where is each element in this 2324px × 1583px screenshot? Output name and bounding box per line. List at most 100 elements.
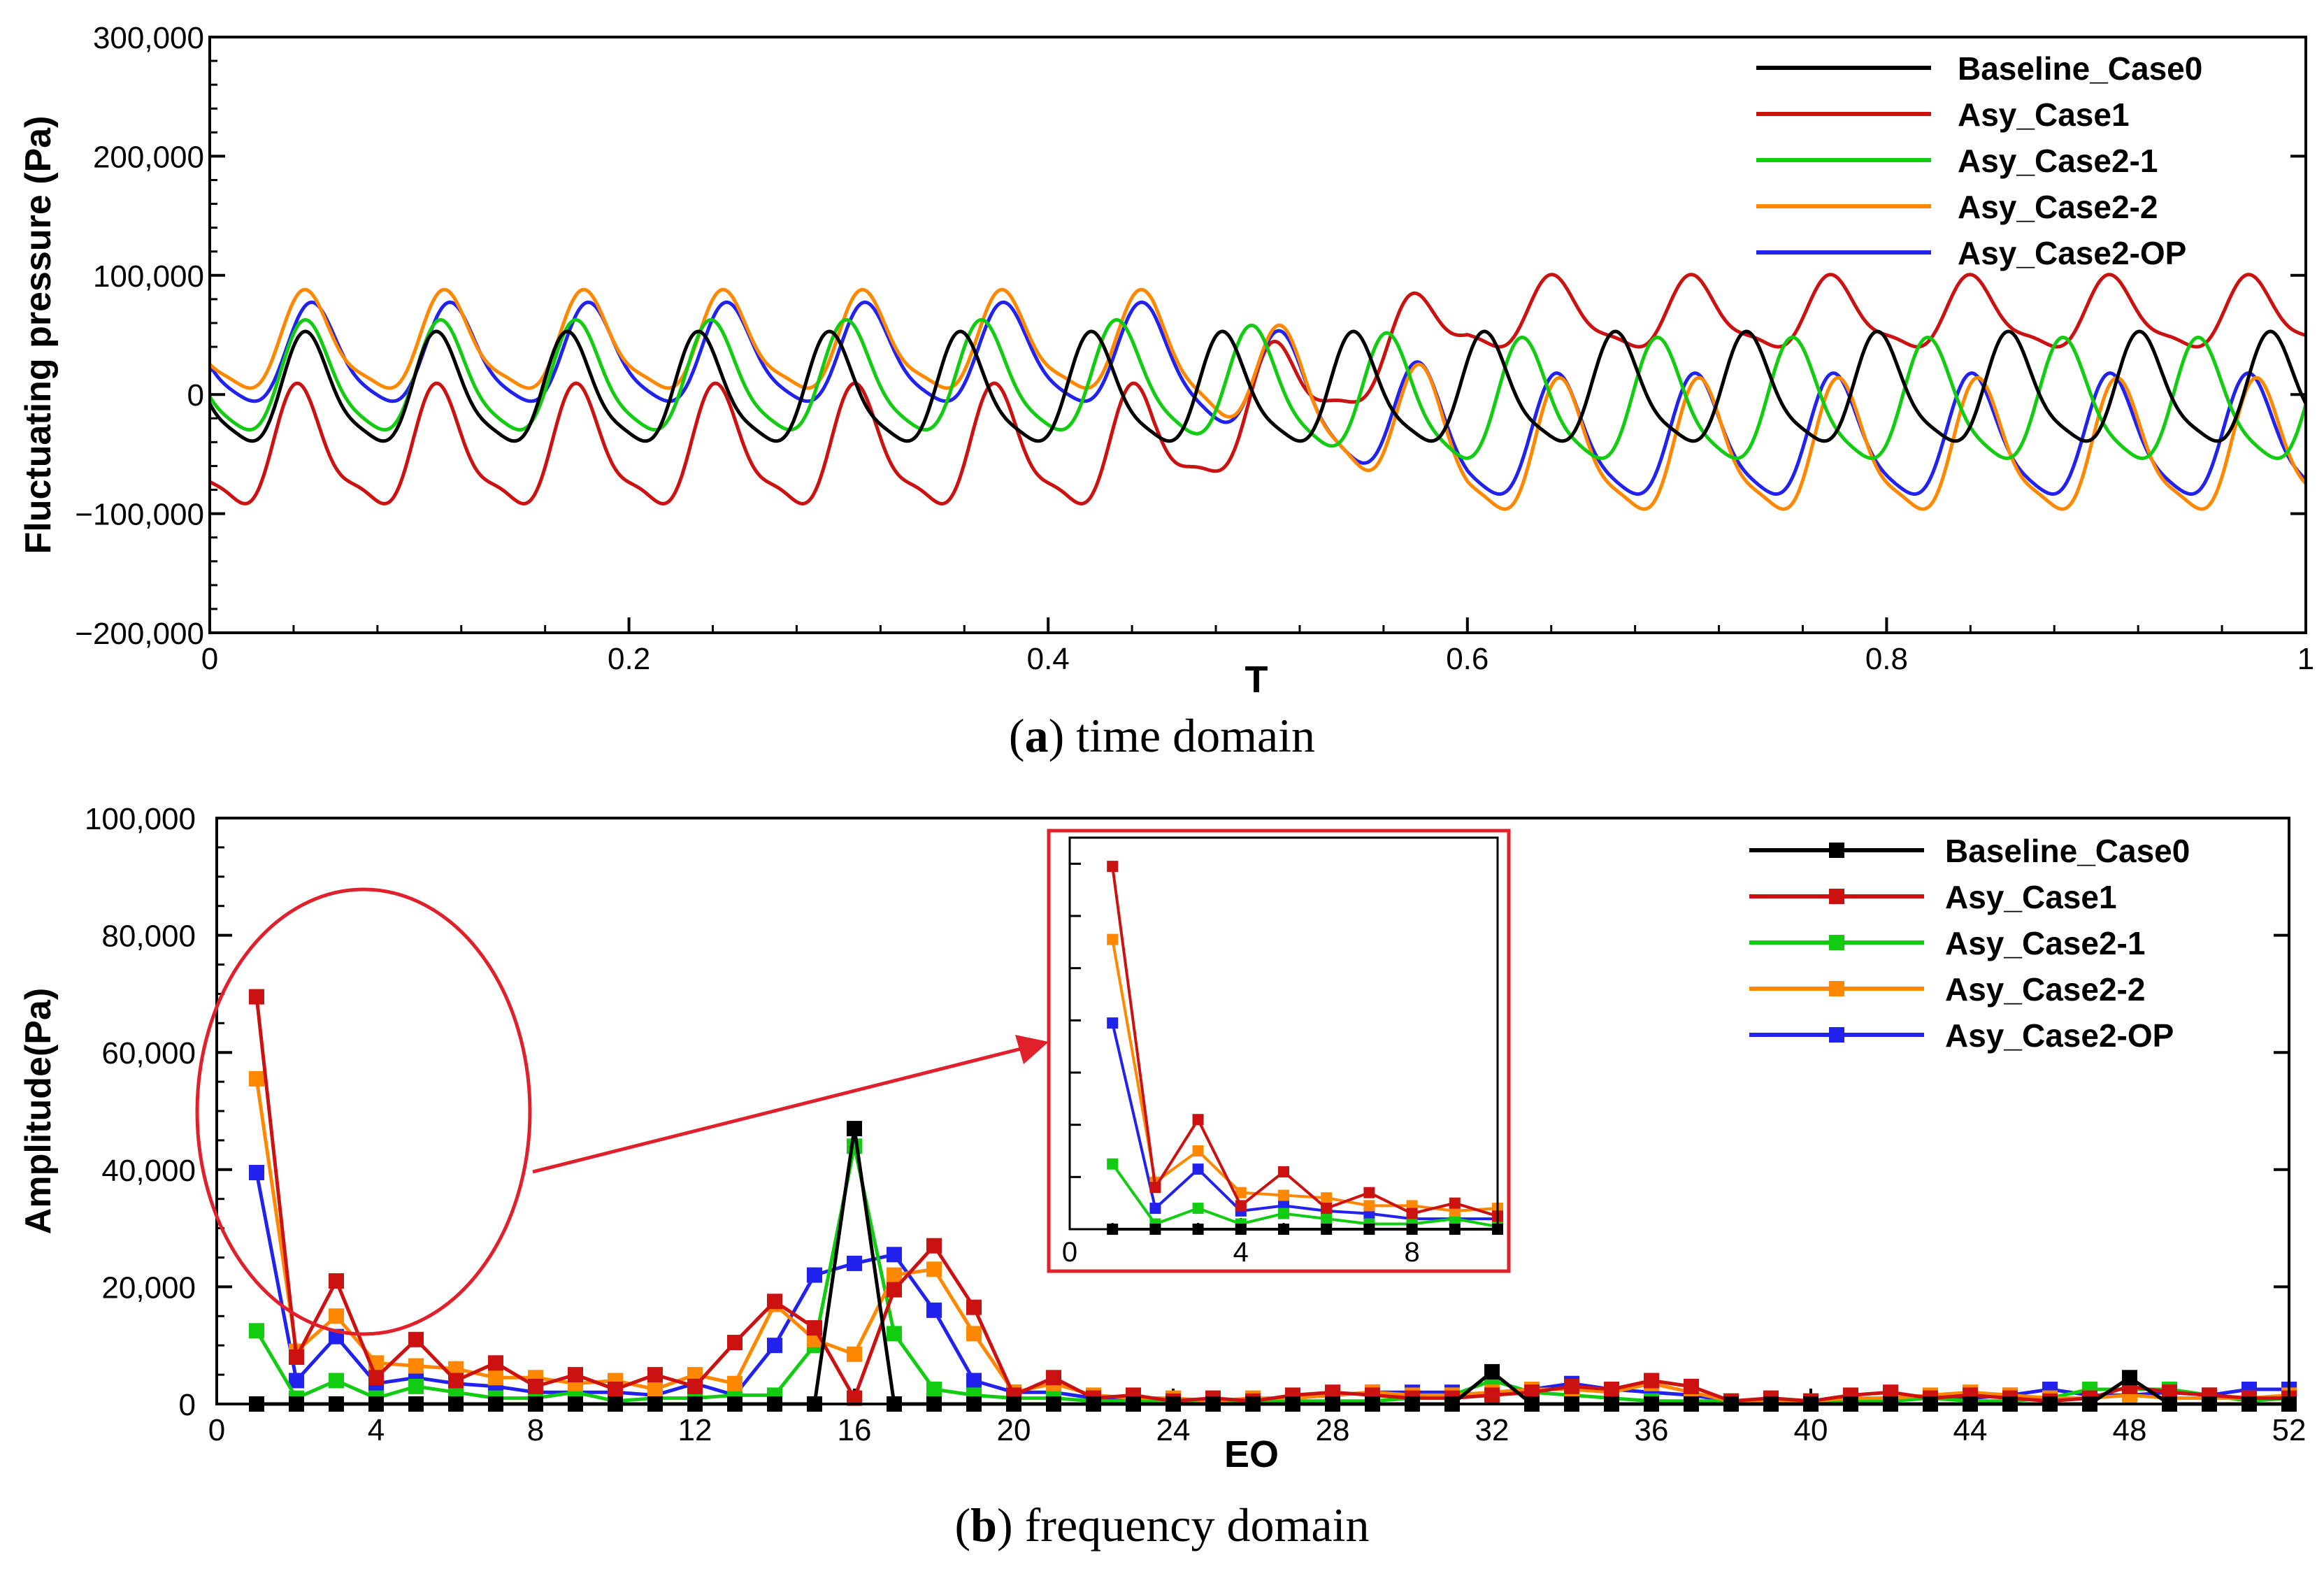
freq-x-tick-label: 36: [1635, 1413, 1669, 1447]
freq-point-asy-case1: [1604, 1382, 1619, 1397]
freq-x-tick-label: 8: [527, 1413, 544, 1447]
freq-legend-marker: [1829, 843, 1844, 858]
freq-legend-marker: [1829, 981, 1844, 996]
freq-x-tick-label: 4: [368, 1413, 385, 1447]
time-domain-chart: −200,000 −100,000 0 100,000 200,000 300,000 0…: [18, 21, 2314, 701]
inset-x-tick-label: 4: [1233, 1237, 1249, 1268]
time-x-tick-label: 0.6: [1446, 642, 1489, 676]
freq-point-asy-case2-1: [887, 1326, 902, 1342]
time-legend-label: Asy_Case2-OP: [1958, 235, 2186, 271]
freq-point-asy-case1: [1684, 1378, 1699, 1394]
freq-x-tick-label: 16: [838, 1413, 872, 1447]
inset-x-tick-label: 0: [1062, 1237, 1077, 1268]
time-legend-label: Asy_Case1: [1958, 96, 2130, 133]
freq-point-asy-case2-1: [408, 1378, 424, 1394]
freq-x-tick-label: 44: [1953, 1413, 1988, 1447]
inset-point-asy-case1: [1321, 1203, 1333, 1215]
freq-point-asy-case1: [448, 1373, 464, 1389]
freq-point-asy-case1: [408, 1331, 424, 1347]
freq-point-asy-case1: [368, 1370, 384, 1386]
freq-point-asy-case1: [767, 1294, 782, 1310]
freq-chart-y-axis-label: Amplitude(Pa): [18, 988, 59, 1234]
freq-point-asy-case1: [289, 1349, 304, 1365]
time-legend-label: Asy_Case2-1: [1958, 143, 2158, 179]
freq-series-asy-case1: [254, 996, 2289, 1403]
freq-point-asy-case2-op: [807, 1267, 822, 1283]
freq-point-asy-case1: [249, 989, 264, 1005]
freq-x-tick-label: 40: [1794, 1413, 1828, 1447]
freq-y-tick-label: 0: [179, 1388, 196, 1422]
freq-point-asy-case1: [847, 1390, 862, 1406]
time-y-tick-label: −100,000: [75, 498, 204, 532]
freq-chart-legend: Baseline_Case0 Asy_Case1 Asy_Case2-1 Asy_Ca…: [1749, 833, 2190, 1054]
freq-point-baseline-case0: [2122, 1370, 2137, 1386]
freq-point-asy-case1: [966, 1299, 982, 1315]
freq-point-asy-case1: [1325, 1384, 1340, 1401]
freq-point-asy-case1: [1883, 1384, 1898, 1401]
inset-point-asy-case2-1: [1192, 1203, 1204, 1215]
inset-point-asy-case2-1: [1321, 1213, 1333, 1225]
freq-x-tick-label: 48: [2113, 1413, 2147, 1447]
freq-legend-marker: [1829, 1027, 1844, 1043]
inset-point-asy-case1: [1192, 1114, 1204, 1126]
freq-point-asy-case2-2: [488, 1370, 503, 1386]
inset-point-asy-case1: [1278, 1166, 1289, 1177]
time-legend-label: Baseline_Case0: [1958, 50, 2202, 87]
freq-point-asy-case1: [1524, 1384, 1540, 1401]
freq-x-tick-label: 0: [208, 1413, 225, 1447]
freq-legend-label: Baseline_Case0: [1945, 833, 2190, 869]
freq-point-asy-case2-op: [289, 1373, 304, 1389]
inset-point-asy-case2-2: [1107, 933, 1119, 945]
freq-point-asy-case2-1: [847, 1138, 862, 1154]
freq-point-asy-case1: [1484, 1387, 1500, 1403]
freq-point-asy-case2-2: [926, 1261, 942, 1277]
caption-a-letter: a: [1024, 709, 1049, 762]
freq-legend-label: Asy_Case1: [1945, 879, 2117, 915]
time-x-tick-label: 1: [2297, 642, 2314, 676]
freq-legend-label: Asy_Case2-1: [1945, 925, 2145, 961]
inset-point-asy-case2-2: [1192, 1145, 1204, 1156]
freq-point-asy-case2-op: [887, 1247, 902, 1263]
caption-b-letter: b: [970, 1498, 997, 1552]
freq-chart-y-tick-labels: 0 20,000 40,000 60,000 80,000 100,000: [85, 802, 196, 1422]
inset-point-asy-case2-2: [1363, 1200, 1375, 1212]
time-x-tick-label: 0: [201, 642, 218, 676]
freq-point-asy-case2-2: [329, 1308, 344, 1324]
freq-point-asy-case2-2: [887, 1267, 902, 1283]
freq-point-asy-case2-op: [926, 1302, 942, 1318]
freq-point-asy-case1: [528, 1378, 543, 1394]
inset-series-asy-case2-1: [1111, 1163, 1498, 1229]
zoom-arrowhead: [1015, 1035, 1049, 1064]
freq-point-asy-case1: [608, 1382, 623, 1397]
freq-point-baseline-case0: [847, 1121, 862, 1137]
freq-point-asy-case2-2: [966, 1326, 982, 1342]
freq-y-tick-label: 100,000: [85, 802, 196, 836]
freq-point-asy-case1: [727, 1335, 743, 1350]
freq-point-asy-case2-1: [329, 1373, 344, 1389]
freq-point-asy-case2-2: [647, 1382, 663, 1397]
caption-a: (a) time domain: [1008, 709, 1316, 762]
freq-x-tick-label: 24: [1156, 1413, 1191, 1447]
freq-y-tick-label: 20,000: [101, 1270, 196, 1305]
time-chart-x-tick-labels: 0 0.2 0.4 0.6 0.8 1: [201, 642, 2314, 676]
freq-point-asy-case2-op: [966, 1373, 982, 1389]
freq-point-asy-case1: [329, 1273, 344, 1289]
freq-point-asy-case2-1: [249, 1323, 264, 1339]
freq-legend-marker: [1829, 935, 1844, 950]
zoom-arrow: [532, 1047, 1021, 1174]
freq-point-asy-case1: [687, 1378, 703, 1394]
freq-point-baseline-case0: [1484, 1363, 1500, 1380]
caption-b: (b) frequency domain: [954, 1498, 1370, 1552]
time-y-tick-label: 300,000: [93, 21, 204, 55]
time-y-tick-label: −200,000: [75, 617, 204, 651]
freq-point-asy-case2-op: [767, 1338, 782, 1354]
freq-point-asy-case2-op: [847, 1255, 862, 1271]
freq-y-tick-label: 80,000: [101, 919, 196, 954]
inset-point-asy-case1: [1149, 1182, 1161, 1194]
time-chart-legend: Baseline_Case0 Asy_Case1 Asy_Case2-1 Asy_Ca…: [1756, 50, 2202, 271]
freq-x-tick-label: 20: [997, 1413, 1031, 1447]
caption-a-text: time domain: [1064, 709, 1316, 762]
time-chart-y-axis-label: Fluctuating pressure (Pa): [18, 116, 59, 554]
